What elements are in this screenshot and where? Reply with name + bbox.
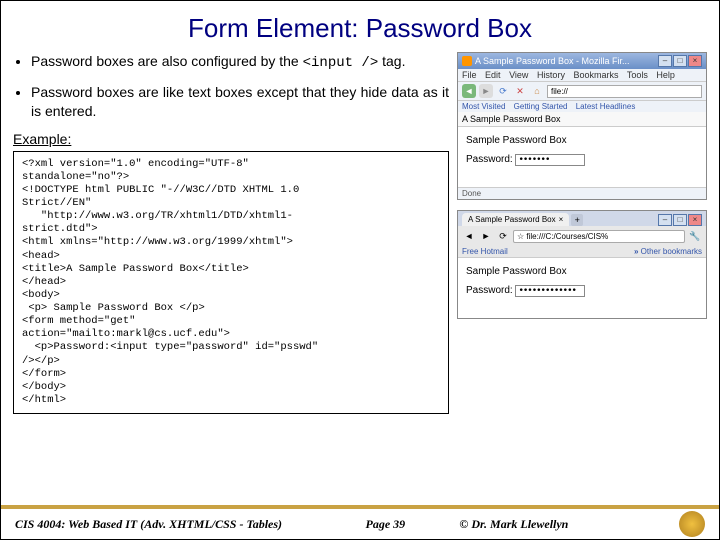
example-label: Example: — [13, 131, 449, 147]
firefox-password-row: Password: ••••••• — [466, 154, 698, 166]
reload-button[interactable]: ⟳ — [496, 84, 510, 98]
footer-author: © Dr. Mark Llewellyn — [459, 517, 671, 532]
bullet-1: Password boxes are also configured by th… — [31, 52, 449, 73]
chrome-window: A Sample Password Box × + – □ × ◄ ► ⟳ ☆ … — [457, 210, 707, 319]
firefox-menubar: File Edit View History Bookmarks Tools H… — [458, 69, 706, 81]
firefox-content: Sample Password Box Password: ••••••• — [458, 127, 706, 187]
firefox-url-bar[interactable]: file:// — [547, 85, 702, 98]
tab-close-icon[interactable]: × — [559, 215, 564, 224]
firefox-bookmarks-bar: Most Visited Getting Started Latest Head… — [458, 101, 706, 112]
chrome-minimize-button[interactable]: – — [658, 214, 672, 226]
firefox-tab[interactable]: A Sample Password Box — [458, 112, 706, 127]
bullet-2: Password boxes are like text boxes excep… — [31, 83, 449, 121]
chrome-password-input[interactable]: ••••••••••••• — [515, 285, 585, 297]
right-column: A Sample Password Box - Mozilla Fir... –… — [457, 52, 707, 414]
chrome-password-row: Password: ••••••••••••• — [466, 285, 698, 297]
chrome-tab[interactable]: A Sample Password Box × — [462, 213, 569, 226]
footer-page: Page 39 — [311, 517, 459, 532]
menu-tools[interactable]: Tools — [627, 70, 648, 80]
firefox-password-label: Password: — [466, 154, 513, 165]
chrome-password-label: Password: — [466, 285, 513, 296]
left-column: Password boxes are also configured by th… — [13, 52, 449, 414]
bullet-1-post: tag. — [378, 53, 405, 69]
chrome-url-text: file:///C:/Courses/CIS% — [526, 232, 608, 241]
chrome-reload-button[interactable]: ⟳ — [496, 229, 510, 243]
chrome-toolbar: ◄ ► ⟳ ☆ file:///C:/Courses/CIS% 🔧 — [458, 226, 706, 246]
menu-file[interactable]: File — [462, 70, 477, 80]
chrome-back-button[interactable]: ◄ — [462, 229, 476, 243]
home-button[interactable]: ⌂ — [530, 84, 544, 98]
footer-course: CIS 4004: Web Based IT (Adv. XHTML/CSS -… — [15, 517, 311, 532]
minimize-button[interactable]: – — [658, 55, 672, 67]
menu-help[interactable]: Help — [656, 70, 675, 80]
bookmark-most-visited[interactable]: Most Visited — [462, 102, 505, 111]
chrome-content: Sample Password Box Password: ••••••••••… — [458, 258, 706, 318]
firefox-toolbar: ◄ ► ⟳ ✕ ⌂ file:// — [458, 81, 706, 101]
bullet-1-code: <input /> — [303, 55, 379, 71]
chrome-page-heading: Sample Password Box — [466, 266, 698, 277]
firefox-status-bar: Done — [458, 187, 706, 199]
maximize-button[interactable]: □ — [673, 55, 687, 67]
bookmark-free-hotmail[interactable]: Free Hotmail — [462, 247, 508, 256]
bookmark-latest-headlines[interactable]: Latest Headlines — [576, 102, 636, 111]
code-example: <?xml version="1.0" encoding="UTF-8" sta… — [13, 151, 449, 414]
chrome-menu-button[interactable]: 🔧 — [688, 229, 702, 243]
menu-view[interactable]: View — [509, 70, 528, 80]
firefox-titlebar: A Sample Password Box - Mozilla Fir... –… — [458, 53, 706, 69]
menu-history[interactable]: History — [537, 70, 565, 80]
chrome-forward-button[interactable]: ► — [479, 229, 493, 243]
chrome-maximize-button[interactable]: □ — [673, 214, 687, 226]
firefox-password-input[interactable]: ••••••• — [515, 154, 585, 166]
back-button[interactable]: ◄ — [462, 84, 476, 98]
new-tab-button[interactable]: + — [571, 214, 583, 226]
menu-bookmarks[interactable]: Bookmarks — [573, 70, 618, 80]
forward-button[interactable]: ► — [479, 84, 493, 98]
content-area: Password boxes are also configured by th… — [1, 52, 719, 414]
chrome-bookmarks-bar: Free Hotmail » Other bookmarks — [458, 246, 706, 258]
firefox-window: A Sample Password Box - Mozilla Fir... –… — [457, 52, 707, 200]
chrome-tabstrip: A Sample Password Box × + – □ × — [458, 211, 706, 226]
close-button[interactable]: × — [688, 55, 702, 67]
bullet-list: Password boxes are also configured by th… — [13, 52, 449, 121]
chrome-tab-label: A Sample Password Box — [468, 215, 556, 224]
menu-edit[interactable]: Edit — [485, 70, 501, 80]
bookmark-other[interactable]: Other bookmarks — [641, 247, 702, 256]
firefox-page-heading: Sample Password Box — [466, 135, 698, 146]
bookmark-getting-started[interactable]: Getting Started — [514, 102, 568, 111]
slide-footer: CIS 4004: Web Based IT (Adv. XHTML/CSS -… — [1, 505, 719, 539]
stop-button[interactable]: ✕ — [513, 84, 527, 98]
chrome-url-bar[interactable]: ☆ file:///C:/Courses/CIS% — [513, 230, 685, 243]
chrome-close-button[interactable]: × — [688, 214, 702, 226]
firefox-title: A Sample Password Box - Mozilla Fir... — [475, 56, 630, 66]
slide-title: Form Element: Password Box — [1, 1, 719, 52]
firefox-icon — [462, 56, 472, 66]
firefox-tab-label: A Sample Password Box — [462, 114, 561, 124]
ucf-logo — [679, 511, 705, 537]
bullet-1-pre: Password boxes are also configured by th… — [31, 53, 303, 69]
